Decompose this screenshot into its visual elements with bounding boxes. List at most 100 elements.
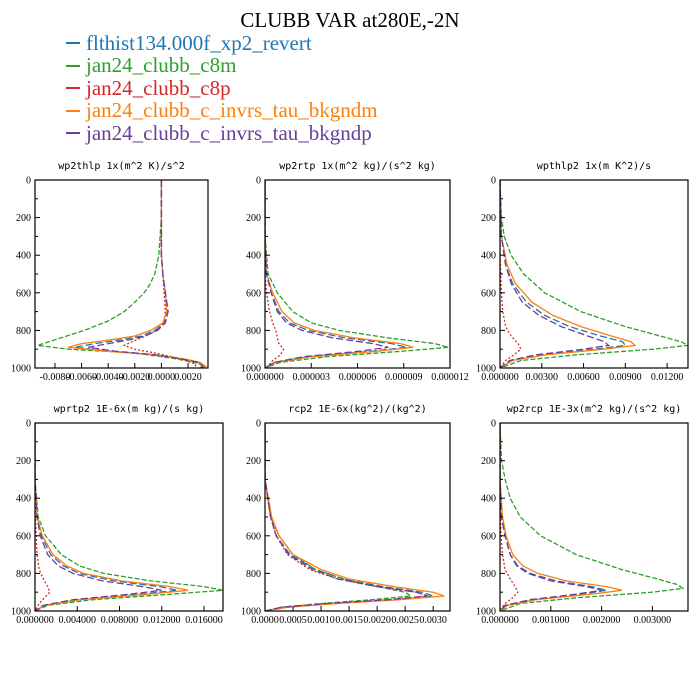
series-line <box>68 180 207 368</box>
legend-line-swatch <box>66 42 80 45</box>
x-tick-label: 0.0020 <box>174 372 202 383</box>
x-tick-label: 0.0030 <box>419 615 447 626</box>
series-line <box>35 423 51 611</box>
series-line <box>500 423 607 611</box>
x-tick-label: 0.008000 <box>101 615 139 626</box>
x-tick-label: 0.000003 <box>293 372 331 383</box>
y-tick-label: 600 <box>481 531 496 542</box>
y-tick-label: 200 <box>16 456 31 467</box>
y-tick-label: 400 <box>16 494 31 505</box>
y-tick-label: 600 <box>246 531 261 542</box>
figure-title: CLUBB VAR at280E,-2N <box>240 8 460 32</box>
series-line <box>265 180 407 368</box>
series-line <box>122 180 197 368</box>
x-tick-label: 0.0025 <box>391 615 419 626</box>
y-tick-label: 200 <box>481 213 496 224</box>
y-tick-label: 1000 <box>241 364 261 375</box>
chart-panel: wprtp2 1E-6x(m kg)/(s kg) 0 200 400 600 800 10… <box>11 404 224 626</box>
series-line <box>500 180 637 368</box>
legend-line-swatch <box>66 132 80 135</box>
y-tick-label: 1000 <box>476 607 496 618</box>
x-tick-label: 0.00300 <box>526 372 559 383</box>
x-tick-label: 0.0000 <box>251 615 279 626</box>
x-tick-label: -0.0020 <box>119 372 150 383</box>
series-line <box>500 423 623 611</box>
y-tick-label: 400 <box>481 251 496 262</box>
x-tick-label: 0.0015 <box>335 615 363 626</box>
series-group <box>37 180 208 368</box>
x-tick-label: 0.0000 <box>148 372 176 383</box>
x-tick-label: 0.000000 <box>246 372 284 383</box>
y-tick-label: 400 <box>481 494 496 505</box>
y-tick-label: 800 <box>16 569 31 580</box>
series-group <box>35 423 223 611</box>
panel-title: wprtp2 1E-6x(m kg)/(s kg) <box>54 404 205 415</box>
series-line <box>35 423 223 611</box>
series-line <box>37 180 208 368</box>
series-group <box>265 423 445 611</box>
legend-item: jan24_clubb_c_invrs_tau_bkgndm <box>66 98 378 122</box>
series-group <box>500 180 688 368</box>
x-tick-label: 0.000000 <box>16 615 54 626</box>
x-tick-label: 0.000006 <box>339 372 377 383</box>
series-line <box>35 423 162 611</box>
x-tick-label: 0.012000 <box>143 615 181 626</box>
legend-label: jan24_clubb_c_invrs_tau_bkgndp <box>86 120 372 145</box>
x-tick-label: 0.000009 <box>385 372 423 383</box>
x-tick-label: 0.0010 <box>307 615 335 626</box>
legend: flthist134.000f_xp2_revert jan24_clubb_c… <box>66 30 378 145</box>
x-tick-label: 0.003000 <box>634 615 672 626</box>
x-tick-label: -0.0060 <box>66 372 97 383</box>
x-tick-label: 0.0020 <box>363 615 391 626</box>
y-tick-label: 200 <box>246 213 261 224</box>
x-tick-label: 0.004000 <box>58 615 96 626</box>
legend-line-swatch <box>66 87 80 90</box>
y-tick-label: 0 <box>26 419 31 430</box>
y-tick-label: 600 <box>246 288 261 299</box>
legend-label: jan24_clubb_c8m <box>86 53 237 78</box>
y-tick-label: 1000 <box>11 607 31 618</box>
series-line <box>265 423 413 611</box>
series-line <box>265 423 445 611</box>
y-tick-label: 800 <box>481 326 496 337</box>
y-tick-label: 600 <box>16 288 31 299</box>
legend-item: jan24_clubb_c_invrs_tau_bkgndp <box>66 120 378 145</box>
y-tick-label: 0 <box>491 419 496 430</box>
legend-item: jan24_clubb_c8p <box>66 76 378 100</box>
panel-title: wp2rcp 1E-3x(m^2 kg)/(s^2 kg) <box>507 404 682 415</box>
y-tick-label: 1000 <box>241 607 261 618</box>
panel-title: wp2thlp 1x(m^2 K)/s^2 <box>58 161 184 172</box>
chart-panel: wpthlp2 1x(m K^2)/s020040060080010000.00… <box>476 161 689 383</box>
series-line <box>265 180 414 368</box>
series-line <box>500 180 688 368</box>
x-tick-label: 0.000012 <box>431 372 469 383</box>
x-tick-label: 0.001000 <box>532 615 570 626</box>
y-tick-label: 400 <box>246 494 261 505</box>
y-tick-label: 0 <box>256 419 261 430</box>
y-tick-label: 0 <box>26 176 31 187</box>
x-tick-label: 0.002000 <box>583 615 621 626</box>
y-tick-label: 800 <box>16 326 31 337</box>
plot-frame <box>34 422 224 612</box>
series-line <box>265 423 428 611</box>
series-line <box>500 180 611 368</box>
y-tick-label: 0 <box>491 176 496 187</box>
y-tick-label: 200 <box>246 456 261 467</box>
chart-panel: wp2rtp 1x(m^2 kg)/(s^2 kg) 0 200 400 600 800 1… <box>241 161 469 383</box>
series-line <box>35 423 178 611</box>
legend-label: flthist134.000f_xp2_revert <box>86 30 312 55</box>
y-tick-label: 400 <box>16 251 31 262</box>
series-line <box>88 180 204 368</box>
y-tick-label: 800 <box>481 569 496 580</box>
series-line <box>265 423 434 611</box>
y-tick-label: 800 <box>246 569 261 580</box>
series-line <box>265 180 449 368</box>
y-tick-label: 1000 <box>11 364 31 375</box>
series-line <box>265 180 389 368</box>
x-tick-label: 0.000000 <box>481 372 519 383</box>
plot-frame <box>499 422 689 612</box>
chart-panel: wp2rcp 1E-3x(m^2 kg)/(s^2 kg) 0 200 400 600 8… <box>476 404 689 626</box>
x-tick-label: -0.0040 <box>93 372 124 383</box>
y-tick-label: 600 <box>16 531 31 542</box>
